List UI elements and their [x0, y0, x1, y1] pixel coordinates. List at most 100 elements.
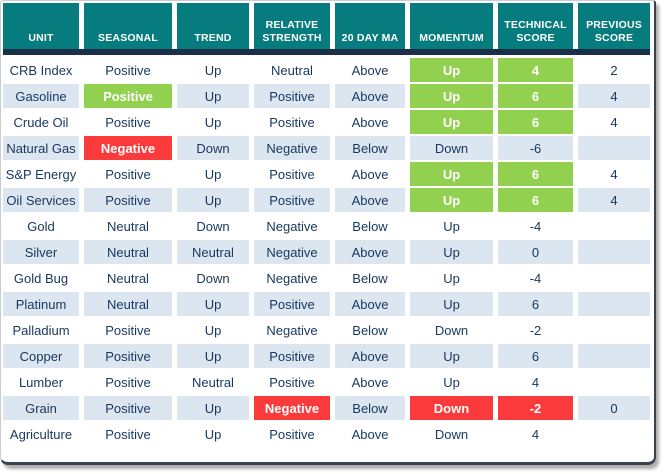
column-header-technical-score: TECHNICAL SCORE — [498, 3, 573, 49]
value-cell: 4 — [578, 84, 650, 108]
value-cell: Below — [335, 396, 405, 420]
column-header-unit: UNIT — [3, 3, 79, 49]
value-cell: Above — [335, 110, 405, 134]
value-cell: Down — [177, 136, 249, 160]
value-cell: Positive — [254, 292, 330, 316]
value-cell: Up — [410, 162, 493, 186]
unit-cell: Gold Bug — [3, 266, 79, 290]
value-cell: 6 — [498, 344, 573, 368]
value-cell: -4 — [498, 266, 573, 290]
unit-cell: Gold — [3, 214, 79, 238]
value-cell: Up — [410, 292, 493, 316]
value-cell: Positive — [84, 58, 172, 82]
column-header-20-day-ma: 20 DAY MA — [335, 3, 405, 49]
value-cell: 4 — [578, 110, 650, 134]
value-cell: Positive — [254, 422, 330, 446]
value-cell: Negative — [254, 136, 330, 160]
unit-cell: Grain — [3, 396, 79, 420]
value-cell: Positive — [254, 84, 330, 108]
value-cell: Down — [177, 214, 249, 238]
value-cell: Up — [177, 84, 249, 108]
value-cell: Below — [335, 136, 405, 160]
value-cell: Neutral — [84, 292, 172, 316]
value-cell: Down — [410, 136, 493, 160]
column-header-previous-score: PREVIOUS SCORE — [578, 3, 650, 49]
value-cell — [578, 422, 650, 446]
value-cell: Up — [177, 344, 249, 368]
value-cell: Up — [410, 344, 493, 368]
value-cell: -4 — [498, 214, 573, 238]
table-row: CRB Index Positive Up Neutral Above Up 4 2 — [3, 58, 654, 82]
value-cell — [578, 214, 650, 238]
unit-cell: Palladium — [3, 318, 79, 342]
value-cell: Positive — [84, 318, 172, 342]
value-cell: Below — [335, 266, 405, 290]
value-cell: Neutral — [84, 214, 172, 238]
value-cell: Above — [335, 292, 405, 316]
column-header-seasonal: SEASONAL — [84, 3, 172, 49]
unit-cell: Copper — [3, 344, 79, 368]
column-header-momentum: MOMENTUM — [410, 3, 493, 49]
value-cell: Positive — [84, 84, 172, 108]
value-cell: 6 — [498, 110, 573, 134]
value-cell: Above — [335, 240, 405, 264]
value-cell — [578, 266, 650, 290]
value-cell: -6 — [498, 136, 573, 160]
value-cell: Up — [410, 240, 493, 264]
value-cell — [578, 240, 650, 264]
value-cell: Up — [177, 188, 249, 212]
unit-cell: CRB Index — [3, 58, 79, 82]
table-row: Grain Positive Up Negative Below Down -2 0 — [3, 396, 654, 420]
value-cell: 6 — [498, 292, 573, 316]
value-cell: Up — [410, 188, 493, 212]
value-cell: Negative — [254, 240, 330, 264]
table-header-row: UNIT SEASONAL TREND RELATIVE STRENGTH 20 DAY… — [3, 3, 654, 49]
value-cell: Up — [410, 214, 493, 238]
table-row: Silver Neutral Neutral Negative Above Up 0 — [3, 240, 654, 264]
value-cell: Positive — [84, 344, 172, 368]
value-cell: Up — [177, 162, 249, 186]
value-cell: Neutral — [177, 370, 249, 394]
unit-cell: Silver — [3, 240, 79, 264]
value-cell: 4 — [498, 58, 573, 82]
unit-cell: Lumber — [3, 370, 79, 394]
unit-cell: S&P Energy — [3, 162, 79, 186]
value-cell: Negative — [254, 396, 330, 420]
value-cell: Up — [177, 318, 249, 342]
value-cell: Below — [335, 214, 405, 238]
value-cell: Negative — [254, 266, 330, 290]
value-cell: Positive — [84, 370, 172, 394]
value-cell: Neutral — [177, 240, 249, 264]
value-cell: 4 — [498, 370, 573, 394]
value-cell: Up — [410, 266, 493, 290]
value-cell: Positive — [254, 370, 330, 394]
value-cell: Positive — [84, 162, 172, 186]
header-divider — [3, 49, 650, 55]
value-cell: Neutral — [254, 58, 330, 82]
value-cell — [578, 318, 650, 342]
value-cell: Positive — [84, 110, 172, 134]
unit-cell: Oil Services — [3, 188, 79, 212]
value-cell: 2 — [578, 58, 650, 82]
table-row: Gasoline Positive Up Positive Above Up 6 4 — [3, 84, 654, 108]
value-cell: 0 — [578, 396, 650, 420]
value-cell: Above — [335, 188, 405, 212]
value-cell: Positive — [254, 162, 330, 186]
value-cell: Positive — [254, 110, 330, 134]
column-header-relative-strength: RELATIVE STRENGTH — [254, 3, 330, 49]
table-row: Copper Positive Up Positive Above Up 6 — [3, 344, 654, 368]
value-cell: 4 — [578, 162, 650, 186]
value-cell — [578, 344, 650, 368]
value-cell: Positive — [84, 188, 172, 212]
value-cell — [578, 292, 650, 316]
table-row: Oil Services Positive Up Positive Above Up 6 4 — [3, 188, 654, 212]
value-cell: Up — [410, 58, 493, 82]
table-frame: UNIT SEASONAL TREND RELATIVE STRENGTH 20 DAY… — [0, 0, 656, 465]
value-cell: Above — [335, 162, 405, 186]
unit-cell: Platinum — [3, 292, 79, 316]
value-cell: Positive — [254, 188, 330, 212]
table-row: Crude Oil Positive Up Positive Above Up 6 4 — [3, 110, 654, 134]
value-cell: Positive — [84, 422, 172, 446]
value-cell: 6 — [498, 162, 573, 186]
table-row: Gold Bug Neutral Down Negative Below Up -4 — [3, 266, 654, 290]
